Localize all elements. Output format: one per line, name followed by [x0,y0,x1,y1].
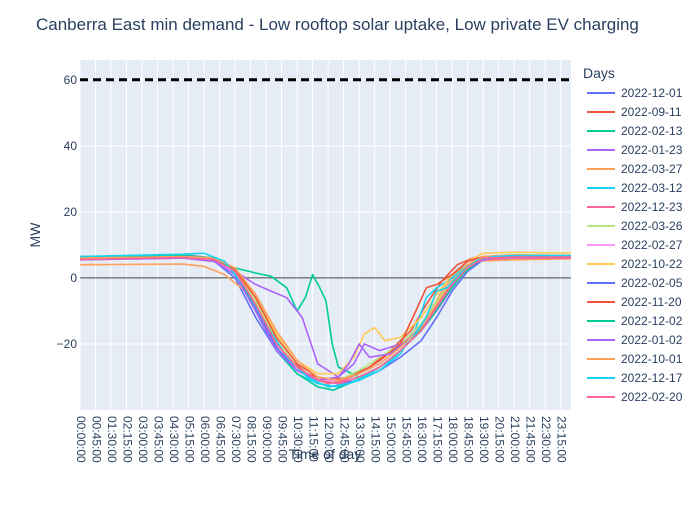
x-tick-label: 15:45:00 [399,416,413,463]
x-axis-ticks: 00:00:00 00:45:00 01:30:00 02:15:00 03:00:00… [74,416,569,463]
x-tick-label: 18:45:00 [461,416,475,463]
x-tick-label: 21:45:00 [523,416,537,463]
legend-label: 2022-03-27 [621,162,683,176]
x-tick-label: 04:30:00 [167,416,181,463]
x-tick-label: 06:00:00 [198,416,212,463]
x-tick-label: 12:00:00 [322,416,336,463]
x-tick-label: 00:45:00 [89,416,103,463]
series-line-2022-02-20 [79,256,571,385]
legend-label: 2022-11-20 [621,295,682,309]
y-tick-label: 20 [64,205,78,219]
legend-label: 2022-12-01 [621,86,683,100]
legend-label: 2022-02-27 [621,238,683,252]
legend-label: 2022-02-13 [621,124,683,138]
x-tick-label: 09:45:00 [275,416,289,463]
x-tick-label: 11:15:00 [306,416,320,462]
legend-label: 2022-09-11 [621,105,682,119]
x-tick-label: 13:30:00 [353,416,367,463]
chart-title: Canberra East min demand - Low rooftop s… [36,15,639,34]
series-layer [79,251,572,391]
x-tick-label: 05:15:00 [182,416,196,463]
x-tick-label: 01:30:00 [105,416,119,463]
grid [79,60,571,410]
x-tick-label: 09:00:00 [260,416,274,463]
x-tick-label: 00:00:00 [74,416,88,463]
x-tick-label: 15:00:00 [384,416,398,463]
y-tick-label: −20 [57,337,78,351]
legend-label: 2022-03-26 [621,219,683,233]
x-tick-label: 06:45:00 [213,416,227,463]
x-tick-label: 14:15:00 [368,416,382,463]
series-line-2022-11-20 [79,254,572,382]
legend-label: 2022-10-01 [621,352,683,366]
legend-label: 2022-10-22 [621,257,683,271]
series-line-2022-10-01 [79,254,572,382]
y-tick-label: 0 [70,271,77,285]
x-tick-label: 16:30:00 [415,416,429,463]
x-tick-label: 18:00:00 [446,416,460,463]
x-tick-label: 03:45:00 [151,416,165,463]
x-tick-label: 22:30:00 [539,416,553,463]
x-tick-label: 23:15:00 [554,416,568,463]
legend-label: 2022-02-05 [621,276,683,290]
y-tick-label: 60 [64,73,78,87]
plot-area [80,60,571,410]
x-axis-label: Time of day [289,446,362,462]
x-tick-label: 07:30:00 [229,416,243,463]
legend-label: 2022-01-02 [621,333,683,347]
x-tick-label: 10:30:00 [291,416,305,463]
x-tick-label: 02:15:00 [120,416,134,463]
x-tick-label: 03:00:00 [136,416,150,463]
legend-items: 2022-12-01 2022-09-11 2022-02-13 2022-01-23… [587,86,683,404]
x-tick-label: 12:45:00 [337,416,351,463]
legend-label: 2022-12-02 [621,314,683,328]
legend-title: Days [583,65,615,81]
x-tick-label: 19:30:00 [477,416,491,463]
legend: Days 2022-12-012022-09-112022-02-132022-… [583,65,683,404]
y-axis-label: MW [27,222,43,248]
y-tick-label: 40 [64,139,78,153]
legend-label: 2022-02-20 [621,390,683,404]
legend-label: 2022-01-23 [621,143,683,157]
legend-label: 2022-12-17 [621,371,683,385]
y-axis-ticks: −20 0 20 40 60 [57,73,78,351]
legend-label: 2022-12-23 [621,200,683,214]
x-tick-label: 08:15:00 [244,416,258,463]
x-tick-label: 17:15:00 [430,416,444,463]
x-tick-label: 20:15:00 [492,416,506,463]
legend-label: 2022-03-12 [621,181,683,195]
x-tick-label: 21:00:00 [508,416,522,463]
